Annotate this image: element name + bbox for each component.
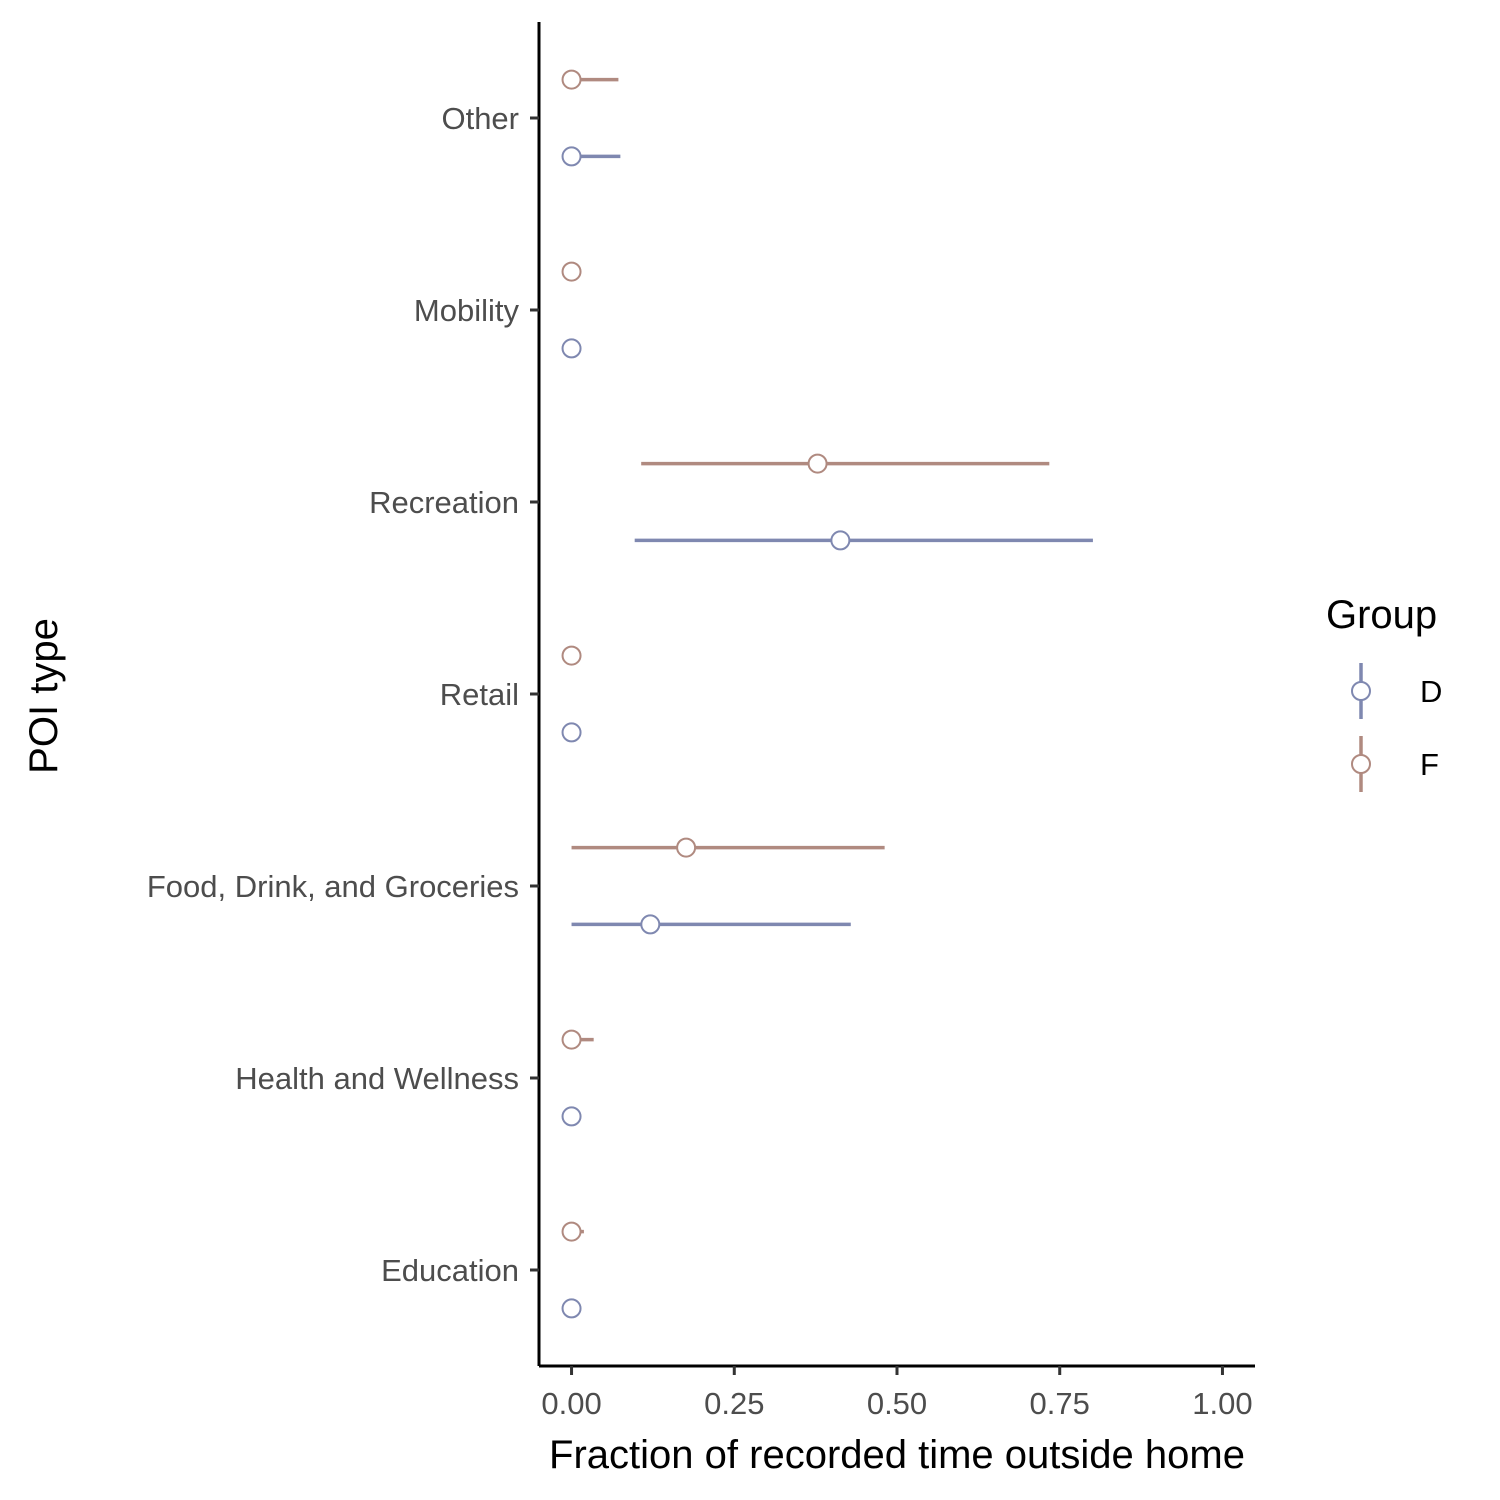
y-tick-label-retail: Retail bbox=[440, 677, 519, 712]
series-d bbox=[561, 146, 1093, 1319]
x-tick-label-3: 0.75 bbox=[1030, 1386, 1090, 1421]
point-d-health-and-wellness bbox=[561, 1106, 582, 1127]
legend-item-d: D bbox=[1351, 663, 1442, 719]
legend: Group DF bbox=[1326, 593, 1442, 792]
point-f-education bbox=[561, 1221, 582, 1242]
y-axis-ticks: Other Mobility Recreation Retail Food, Drink… bbox=[147, 101, 539, 1288]
y-tick-label-recreation: Recreation bbox=[369, 485, 519, 520]
point-d-education bbox=[561, 1298, 582, 1319]
point-d-food-drink-and-groceries bbox=[640, 914, 661, 935]
legend-item-f: F bbox=[1351, 736, 1439, 792]
legend-title: Group bbox=[1326, 593, 1437, 637]
y-tick-label-health-and-wellness: Health and Wellness bbox=[235, 1061, 519, 1096]
y-tick-label-food-drink-and-groceries: Food, Drink, and Groceries bbox=[147, 869, 519, 904]
legend-key-point-d bbox=[1351, 681, 1371, 701]
y-tick-label-education: Education bbox=[381, 1253, 519, 1288]
legend-items: DF bbox=[1351, 663, 1442, 792]
data-marks bbox=[561, 69, 1093, 1319]
x-axis-title: Fraction of recorded time outside home bbox=[549, 1433, 1245, 1477]
x-tick-label-0: 0.00 bbox=[541, 1386, 601, 1421]
legend-label-d: D bbox=[1420, 674, 1442, 709]
x-tick-label-2: 0.50 bbox=[867, 1386, 927, 1421]
x-tick-label-1: 0.25 bbox=[704, 1386, 764, 1421]
y-tick-label-other: Other bbox=[441, 101, 519, 136]
series-f bbox=[561, 69, 1050, 1242]
x-tick-label-4: 1.00 bbox=[1192, 1386, 1252, 1421]
point-f-recreation bbox=[807, 453, 828, 474]
point-d-other bbox=[561, 146, 582, 167]
x-axis-ticks: 0.00 0.25 0.50 0.75 1.00 bbox=[541, 1366, 1253, 1421]
y-axis-title: POI type bbox=[22, 618, 66, 774]
point-f-other bbox=[561, 69, 582, 90]
point-d-recreation bbox=[830, 530, 851, 551]
point-d-mobility bbox=[561, 338, 582, 359]
y-tick-label-mobility: Mobility bbox=[414, 293, 520, 328]
legend-label-f: F bbox=[1420, 747, 1439, 782]
point-d-retail bbox=[561, 722, 582, 743]
point-f-mobility bbox=[561, 261, 582, 282]
point-f-food-drink-and-groceries bbox=[676, 837, 697, 858]
point-f-retail bbox=[561, 645, 582, 666]
legend-key-point-f bbox=[1351, 754, 1371, 774]
point-f-health-and-wellness bbox=[561, 1029, 582, 1050]
